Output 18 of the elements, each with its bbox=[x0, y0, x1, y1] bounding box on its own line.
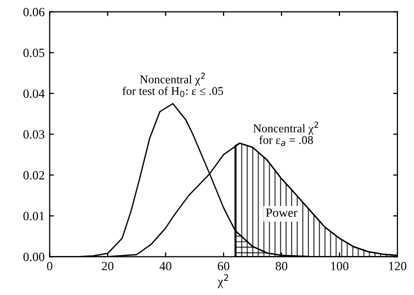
y-tick-label: 0.05 bbox=[23, 48, 44, 58]
x-tick-label: 40 bbox=[160, 262, 172, 270]
text: Noncentral χ$^{2}$ for ε$_{a}$ = .08 bbox=[253, 122, 318, 146]
x-tick-label: 120 bbox=[389, 262, 406, 270]
y-tick-label: 0.02 bbox=[23, 171, 44, 180]
y-tick-label: 0.04 bbox=[23, 89, 45, 98]
x-tick-label: 80 bbox=[276, 262, 288, 270]
x-tick-label: 20 bbox=[102, 262, 114, 270]
y-tick-label: 0.00 bbox=[23, 252, 44, 262]
x-tick-label: 0 bbox=[47, 262, 52, 270]
y-tick-label: 0.06 bbox=[23, 8, 44, 16]
x-tick-label: 100 bbox=[331, 262, 348, 270]
text: Noncentral χ$^{2}$ for test of H$_{0}$: ε ≤ .05 bbox=[122, 72, 224, 97]
x-axis-title: χ$^{2}$ bbox=[218, 274, 228, 288]
y-tick-label: 0.03 bbox=[23, 130, 44, 139]
y-tick-label: 0.01 bbox=[23, 212, 44, 220]
x-tick-label: 60 bbox=[218, 262, 230, 270]
annotation: Power bbox=[266, 208, 298, 217]
